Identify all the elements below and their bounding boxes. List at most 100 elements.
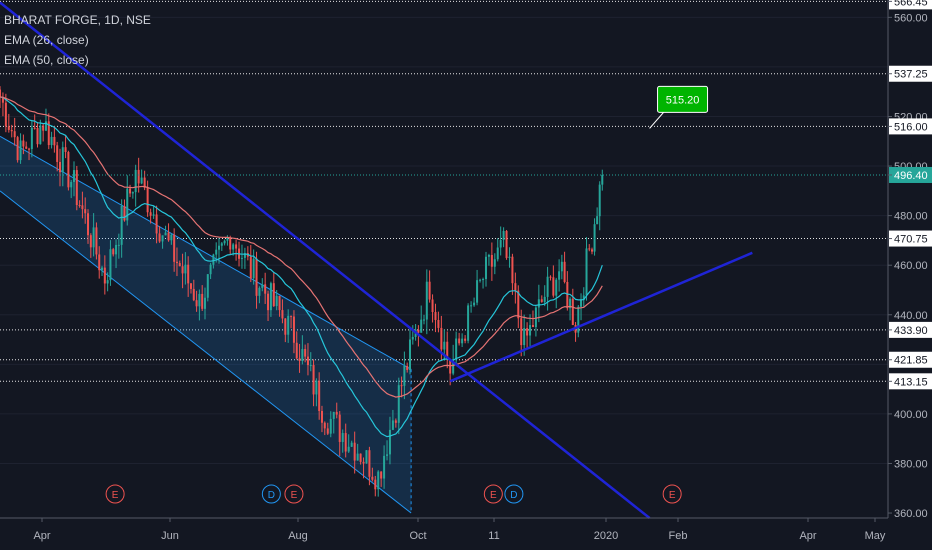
candle-body xyxy=(243,253,246,258)
level-price-tag xyxy=(889,0,932,10)
candle xyxy=(365,449,368,464)
candle xyxy=(323,421,326,436)
candle xyxy=(158,226,161,243)
candle-body xyxy=(117,244,120,246)
candle xyxy=(386,440,389,461)
candle-body xyxy=(170,234,173,241)
candle-body xyxy=(540,299,543,302)
symbol-label[interactable]: BHARAT FORGE, 1D, NSE xyxy=(4,13,151,27)
candle-body xyxy=(25,146,28,149)
candle-body xyxy=(101,267,104,271)
candle-body xyxy=(377,471,380,490)
candle xyxy=(320,405,323,433)
candle xyxy=(126,175,129,226)
candle-body xyxy=(39,125,42,145)
candle xyxy=(338,411,341,457)
price-tick-label: 360.00 xyxy=(894,508,928,520)
candle-body xyxy=(479,279,482,281)
candle xyxy=(563,251,566,284)
candle-body xyxy=(7,126,10,130)
time-tick-label: Feb xyxy=(669,530,688,542)
candle-body xyxy=(437,319,440,328)
candle xyxy=(552,265,555,298)
candle xyxy=(33,114,36,130)
candle xyxy=(201,285,204,311)
candle xyxy=(252,249,255,285)
candle-body xyxy=(189,283,192,289)
candle xyxy=(411,325,414,345)
candle-body xyxy=(16,137,19,161)
candle-body xyxy=(487,254,490,257)
candle-body xyxy=(1,96,4,103)
candle-body xyxy=(103,267,106,284)
candle xyxy=(198,289,201,321)
candle-body xyxy=(75,170,78,206)
price-tick-label: 537.25 xyxy=(894,69,928,81)
candle xyxy=(306,343,309,376)
candle-body xyxy=(440,327,443,350)
candle xyxy=(484,251,487,287)
candle-body xyxy=(563,261,566,282)
candle-body xyxy=(529,325,532,336)
candle-body xyxy=(406,365,409,370)
candle-body xyxy=(146,187,149,213)
candle xyxy=(81,191,84,219)
candle-body xyxy=(0,89,2,97)
candle-body xyxy=(181,266,184,274)
candle xyxy=(269,281,272,317)
candle xyxy=(0,86,2,108)
ema26-label[interactable]: EMA (26, close) xyxy=(4,33,89,47)
candle xyxy=(112,247,115,257)
candle-body xyxy=(315,380,318,395)
candle xyxy=(258,286,261,304)
candle xyxy=(446,331,449,369)
candle xyxy=(362,457,365,479)
candle-body xyxy=(220,243,223,246)
candle xyxy=(558,259,561,292)
candle xyxy=(566,271,569,311)
candle-body xyxy=(95,227,98,255)
candle-body xyxy=(455,338,458,360)
level-price-tag xyxy=(889,230,932,247)
candle-body xyxy=(309,365,312,367)
candle xyxy=(598,181,601,231)
candle-body xyxy=(582,295,585,300)
candle-body xyxy=(555,279,558,296)
ema50-label[interactable]: EMA (50, close) xyxy=(4,53,89,67)
level-price-tag xyxy=(889,321,932,338)
candle-body xyxy=(386,454,389,456)
candle xyxy=(580,293,583,321)
candle-body xyxy=(87,213,90,236)
candle xyxy=(388,416,391,465)
candle xyxy=(461,333,464,348)
candle-body xyxy=(461,338,464,344)
candle-body xyxy=(514,283,517,291)
event-marker-circle xyxy=(504,484,524,504)
candle-body xyxy=(164,232,167,236)
candle-body xyxy=(240,257,243,259)
candle-body xyxy=(249,256,252,279)
candle xyxy=(146,180,149,217)
candle xyxy=(115,239,118,269)
candle-body xyxy=(371,476,374,480)
candle-body xyxy=(520,318,523,346)
event-marker-label: E xyxy=(669,490,676,501)
candle-body xyxy=(341,433,344,442)
candle-body xyxy=(226,237,229,241)
ema50-line xyxy=(0,96,603,398)
candle-body xyxy=(284,318,287,335)
candle-body xyxy=(601,174,604,185)
candle xyxy=(582,287,585,308)
candle-body xyxy=(167,232,170,241)
candle-body xyxy=(131,192,134,194)
candle-body xyxy=(517,290,520,319)
candle-body xyxy=(72,170,76,182)
candle-body xyxy=(312,365,315,395)
candle xyxy=(534,306,537,337)
candle xyxy=(243,247,246,269)
candle xyxy=(164,225,167,236)
candle-body xyxy=(269,283,272,311)
event-marker-label: E xyxy=(490,490,497,501)
candle-body xyxy=(590,249,594,252)
